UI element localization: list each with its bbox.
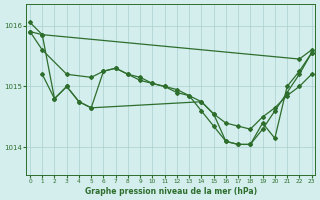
X-axis label: Graphe pression niveau de la mer (hPa): Graphe pression niveau de la mer (hPa) — [85, 187, 257, 196]
